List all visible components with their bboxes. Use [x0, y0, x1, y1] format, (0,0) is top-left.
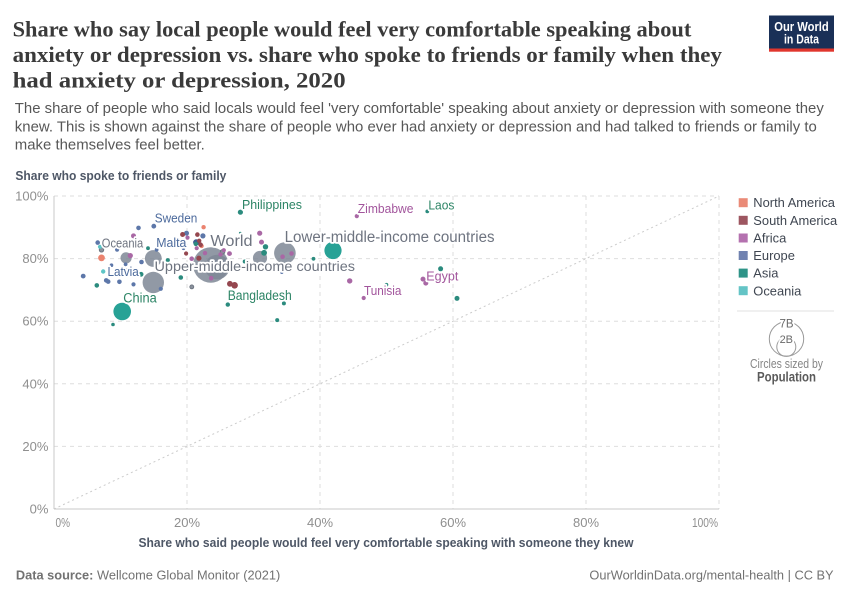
svg-text:anxiety or depression vs. shar: anxiety or depression vs. share who spok…	[13, 42, 722, 67]
svg-text:World: World	[210, 233, 252, 250]
svg-text:Circles sized by: Circles sized by	[750, 356, 823, 371]
svg-text:Latvia: Latvia	[108, 264, 140, 279]
svg-text:60%: 60%	[22, 314, 48, 329]
svg-text:North America: North America	[753, 195, 835, 210]
svg-text:100%: 100%	[15, 189, 49, 204]
svg-text:knew. This is shown against th: knew. This is shown against the share of…	[15, 119, 817, 135]
svg-text:Asia: Asia	[753, 266, 779, 281]
svg-text:China: China	[123, 290, 157, 305]
svg-text:Upper-middle-income countries: Upper-middle-income countries	[155, 259, 356, 274]
svg-text:Malta: Malta	[156, 235, 187, 250]
svg-text:Share who said people would fe: Share who said people would feel very co…	[139, 535, 635, 550]
svg-text:Egypt: Egypt	[426, 268, 458, 283]
svg-text:Data source: Wellcome Global M: Data source: Wellcome Global Monitor (20…	[16, 567, 280, 582]
svg-text:40%: 40%	[22, 376, 48, 391]
svg-text:in Data: in Data	[784, 32, 820, 46]
svg-text:Africa: Africa	[753, 231, 787, 246]
svg-text:40%: 40%	[307, 515, 333, 530]
svg-text:Zimbabwe: Zimbabwe	[358, 201, 414, 216]
svg-text:20%: 20%	[22, 439, 48, 454]
svg-text:0%: 0%	[30, 501, 49, 516]
svg-text:Our World: Our World	[774, 20, 829, 34]
svg-text:Bangladesh: Bangladesh	[228, 288, 292, 303]
svg-text:Share who spoke to friends or: Share who spoke to friends or family	[15, 168, 227, 183]
svg-text:80%: 80%	[573, 515, 599, 530]
svg-text:The share of people who said l: The share of people who said locals woul…	[15, 101, 825, 117]
svg-text:100%: 100%	[692, 515, 718, 530]
svg-text:60%: 60%	[440, 515, 466, 530]
svg-text:Lower-middle-income countries: Lower-middle-income countries	[285, 229, 495, 246]
svg-text:Philippines: Philippines	[242, 197, 302, 212]
svg-text:Share who say local people wou: Share who say local people would feel ve…	[13, 17, 692, 42]
svg-text:make themselves feel better.: make themselves feel better.	[15, 138, 205, 154]
svg-text:had anxiety or depression, 202: had anxiety or depression, 2020	[13, 67, 346, 92]
svg-text:Europe: Europe	[753, 248, 795, 263]
svg-text:Laos: Laos	[428, 198, 454, 213]
svg-text:0%: 0%	[56, 515, 71, 530]
svg-text:OurWorldinData.org/mental-heal: OurWorldinData.org/mental-health | CC BY	[589, 567, 834, 582]
svg-text:2B: 2B	[780, 334, 793, 346]
svg-text:Sweden: Sweden	[155, 211, 198, 226]
svg-text:Oceania: Oceania	[753, 283, 802, 298]
svg-text:80%: 80%	[22, 251, 48, 266]
svg-text:South America: South America	[753, 213, 838, 228]
svg-text:Tunisia: Tunisia	[364, 283, 402, 298]
svg-text:20%: 20%	[174, 515, 200, 530]
svg-text:Population: Population	[757, 370, 816, 385]
svg-text:Oceania: Oceania	[102, 235, 144, 250]
svg-text:7B: 7B	[779, 319, 793, 331]
